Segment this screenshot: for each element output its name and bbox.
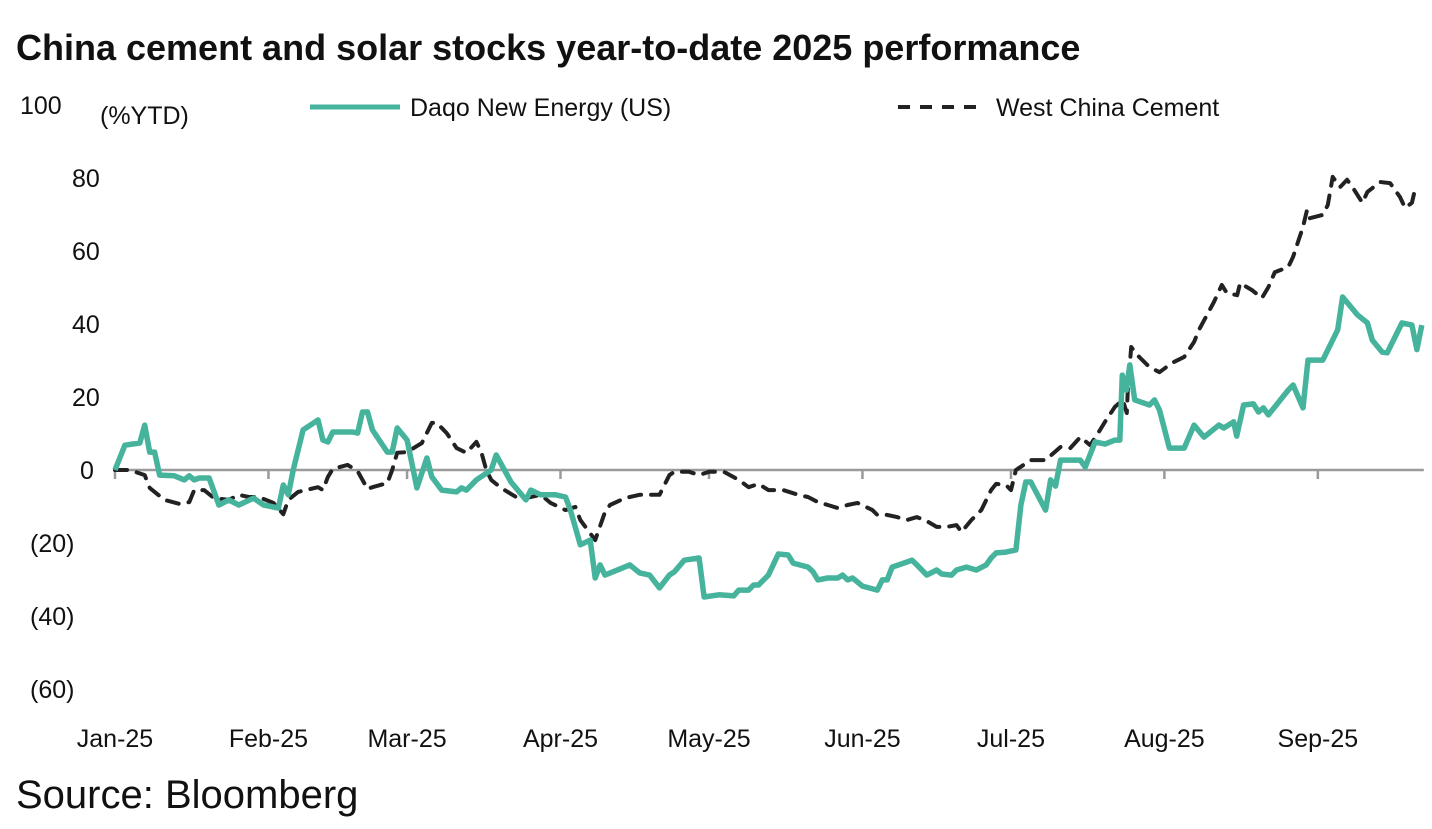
x-tick-label: Sep-25: [1278, 725, 1359, 753]
x-tick-label: Jun-25: [824, 725, 900, 753]
legend-label-west-china-cement: West China Cement: [996, 94, 1219, 122]
y-tick-label: 100: [20, 92, 62, 120]
y-axis-ticks: 100 80 60 40 20 0 (20) (40) (60): [20, 92, 100, 704]
y-tick-label: 0: [80, 457, 94, 485]
y-tick-label: (60): [30, 676, 74, 704]
y-tick-label: 60: [72, 238, 100, 266]
series-lines: [112, 174, 1425, 600]
chart-title: China cement and solar stocks year-to-da…: [16, 27, 1080, 68]
x-tick-label: Feb-25: [229, 725, 308, 753]
legend-label-daqo: Daqo New Energy (US): [410, 94, 671, 122]
x-tick-label: Mar-25: [367, 725, 446, 753]
x-tick-label: Jan-25: [77, 725, 153, 753]
x-tick-label: Jul-25: [977, 725, 1045, 753]
y-tick-label: (20): [30, 530, 74, 558]
x-tick-label: Aug-25: [1124, 725, 1205, 753]
series-line-daqo-new-energy: [112, 294, 1425, 600]
x-tick-label: May-25: [667, 725, 750, 753]
series-line-west-china-cement: [113, 174, 1417, 543]
y-axis-unit-label: (%YTD): [100, 102, 189, 130]
y-tick-label: 40: [72, 311, 100, 339]
y-tick-label: 20: [72, 384, 100, 412]
y-tick-label: (40): [30, 603, 74, 631]
x-tick-label: Apr-25: [523, 725, 598, 753]
y-tick-label: 80: [72, 165, 100, 193]
legend: Daqo New Energy (US) West China Cement: [310, 94, 1219, 122]
source-note: Source: Bloomberg: [16, 773, 358, 817]
x-axis: Jan-25 Feb-25 Mar-25 Apr-25 May-25 Jun-25 Jul-…: [77, 468, 1424, 753]
